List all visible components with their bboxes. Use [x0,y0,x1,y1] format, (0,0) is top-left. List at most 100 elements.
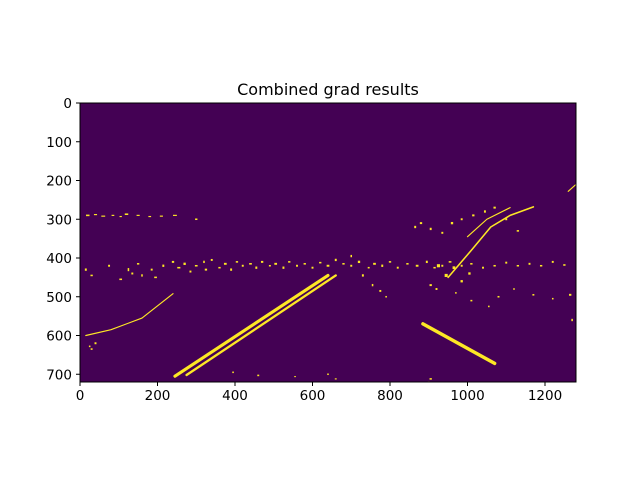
y-axis: 0 100 200 300 400 500 600 700 [46,96,80,383]
x-tick-label: 600 [300,388,326,404]
x-tick-label: 800 [377,388,403,404]
edge-pixel-blob [571,318,573,322]
edge-pixel-blob [425,260,428,264]
edge-pixel-blob [357,260,361,264]
edge-pixel-blob [493,264,496,267]
edge-pixel-blob [194,264,198,267]
edge-pixel-blob [296,264,298,267]
edge-line-overpass-right [447,206,535,279]
edge-pixel-blob [90,274,93,277]
edge-pixel-blob [342,263,345,265]
edge-pixel-blob [488,305,490,308]
edge-pixel-blob [154,276,157,279]
x-tick-label: 400 [222,388,248,404]
edge-pixel-blob [131,272,134,275]
plot-frame [79,102,577,383]
x-tick-label: 1000 [450,388,484,404]
edge-pixel-blob [334,258,337,262]
edge-pixel-blob [141,274,143,277]
edge-pixel-blob [93,214,98,216]
edge-pixel-blob [311,266,314,269]
edge-pixel-blob [468,272,471,275]
edge-pixel-blob [101,215,106,217]
edge-pixel-blob [505,218,508,221]
edge-pixel-blob [441,264,444,267]
edge-pixel-blob [136,263,140,265]
edge-pixel-blob [470,299,473,302]
edge-line-left-lane-outer [173,273,330,378]
edge-pixel-blob [350,264,353,267]
edge-line-horizon-left [85,293,174,337]
edge-pixel-blob [183,262,186,265]
edge-pixel-blob [162,264,165,267]
edge-pixel-blob [435,288,438,290]
edge-pixel-blob [230,268,233,271]
edge-pixel-blob [255,266,258,269]
edge-pixel-blob [460,264,463,267]
edge-pixel-blob [419,222,423,225]
edge-pixel-blob [460,280,463,283]
edge-pixel-blob [260,260,264,263]
edge-pixel-blob [482,266,484,269]
edge-pixel-blob [516,264,520,267]
edge-pixel-blob [569,293,572,296]
edge-pixel-blob [257,374,260,377]
y-tick-label: 200 [46,174,72,190]
edge-pixel-blob [119,215,122,218]
edge-pixel-blob [429,227,432,231]
edge-pixel-blob [204,268,208,271]
edge-pixel-blob [326,264,330,267]
edge-pixel-blob [448,261,452,263]
edge-pixel-blob [563,264,566,266]
edge-pixel-blob [84,268,87,271]
chart-title: Combined grad results [237,80,419,99]
edge-pixel-blob [203,260,205,264]
edge-pixel-blob [189,270,192,273]
edge-pixel-blob [119,278,123,281]
edge-pixel-blob [429,378,432,380]
y-tick-label: 700 [46,367,72,383]
edge-pixel-blob [455,292,457,294]
edge-pixel-blob [381,264,384,267]
edge-pixels [84,183,576,382]
edge-pixel-blob [294,375,296,378]
edge-pixel-blob [470,263,473,265]
edge-pixel-blob [414,225,417,229]
edge-pixel-blob [528,262,531,265]
edge-line-right-lane [421,322,497,366]
y-tick-label: 600 [46,329,72,345]
edge-pixel-blob [150,268,153,271]
edge-pixel-blob [452,266,456,270]
edge-pixel-blob [210,258,213,261]
edge-line-right-tip [567,183,576,192]
edge-pixel-blob [90,348,93,350]
edge-pixel-blob [288,261,291,263]
x-tick-label: 200 [145,388,171,404]
y-tick-label: 400 [46,251,72,267]
edge-pixel-blob [379,289,382,292]
edge-pixel-blob [551,260,554,263]
edge-pixel-blob [124,213,129,215]
edge-pixel-blob [516,230,520,232]
edge-pixel-blob [396,266,399,269]
edge-pixel-blob [94,342,97,345]
edge-pixel-blob [241,264,244,267]
edge-pixel-blob [350,254,353,258]
heatmap-background [80,103,576,382]
edge-pixel-blob [249,263,252,265]
y-tick-label: 500 [46,290,72,306]
edge-pixel-blob [303,263,306,265]
edge-pixel-blob [361,274,364,277]
x-tick-label: 1200 [528,388,562,404]
edge-pixel-blob [223,262,227,265]
edge-pixel-blob [385,295,387,298]
edge-pixel-blob [472,214,475,217]
edge-pixel-blob [493,206,496,209]
edge-pixel-blob [171,260,175,263]
edge-pixel-blob [444,273,448,277]
edge-pixel-blob [460,218,463,221]
edge-pixel-blob [127,268,130,272]
edge-pixel-blob [436,264,440,268]
edge-pixel-blob [136,214,140,216]
